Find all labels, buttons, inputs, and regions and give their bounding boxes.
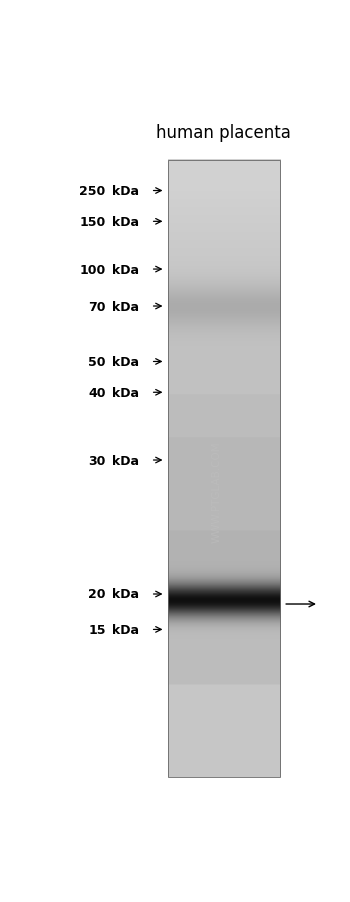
Bar — [168, 161, 280, 778]
Text: 70: 70 — [88, 300, 106, 313]
Text: 100: 100 — [79, 263, 106, 276]
Text: WWW.PTGLAB.COM: WWW.PTGLAB.COM — [211, 441, 221, 543]
Text: 250: 250 — [79, 185, 106, 198]
Text: kDa: kDa — [112, 216, 139, 228]
Text: kDa: kDa — [112, 623, 139, 636]
Text: kDa: kDa — [112, 300, 139, 313]
Text: kDa: kDa — [112, 185, 139, 198]
Text: kDa: kDa — [112, 355, 139, 369]
Text: 50: 50 — [88, 355, 106, 369]
Text: 30: 30 — [88, 454, 106, 467]
Text: kDa: kDa — [112, 263, 139, 276]
Text: kDa: kDa — [112, 386, 139, 400]
Text: 150: 150 — [79, 216, 106, 228]
Text: 20: 20 — [88, 588, 106, 601]
Text: human placenta: human placenta — [156, 124, 291, 142]
Text: 15: 15 — [88, 623, 106, 636]
Text: 40: 40 — [88, 386, 106, 400]
Text: kDa: kDa — [112, 588, 139, 601]
Text: kDa: kDa — [112, 454, 139, 467]
